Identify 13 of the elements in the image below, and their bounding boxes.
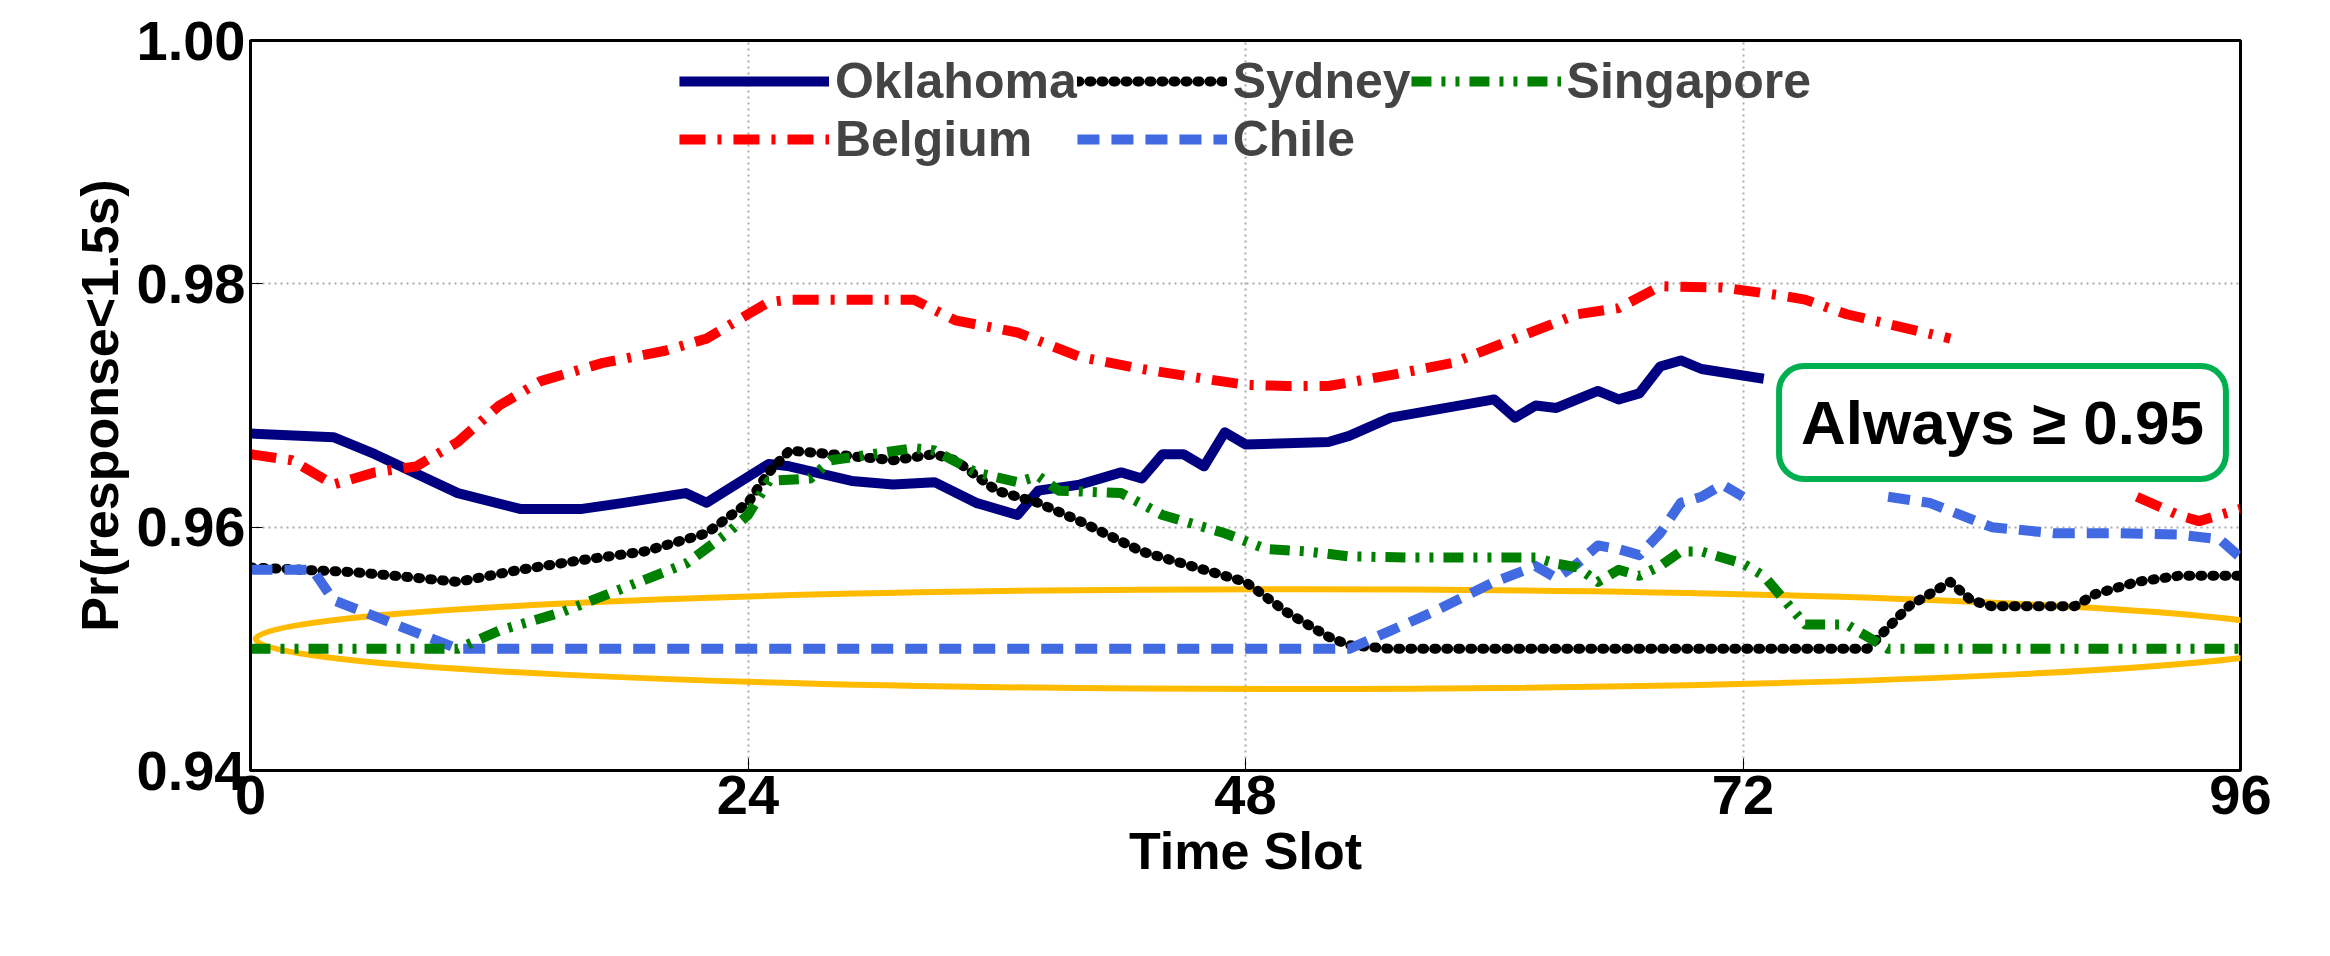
y-tick-label: 1.00 — [136, 8, 246, 72]
annotation: Always ≥ 0.95 — [1801, 388, 2204, 457]
y-tick-label: 0.96 — [136, 495, 246, 559]
x-tick-label: 96 — [2209, 762, 2272, 826]
legend-label: Belgium — [834, 110, 1033, 168]
y-tick-label: 0.98 — [136, 251, 246, 315]
legend-label: Oklahoma — [834, 52, 1077, 110]
legend-label: Sydney — [1232, 52, 1411, 110]
legend-label: Chile — [1232, 110, 1355, 168]
legend-label: Singapore — [1566, 52, 1812, 110]
y-axis-title: Pr(response<1.5s) — [70, 179, 129, 632]
x-tick-label: 24 — [716, 762, 780, 826]
x-tick-label: 72 — [1711, 762, 1775, 826]
